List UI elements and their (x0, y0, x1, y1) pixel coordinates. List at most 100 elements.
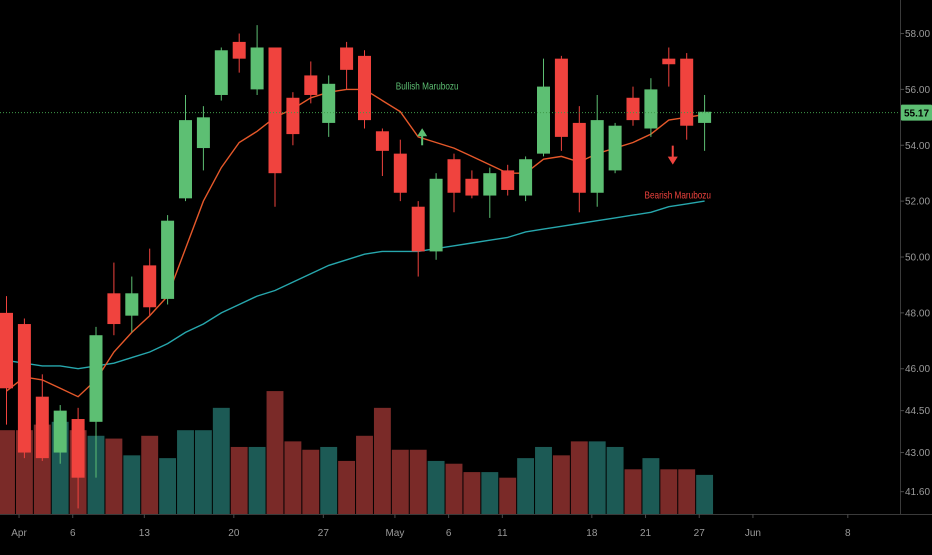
candle-body (501, 170, 515, 190)
candle[interactable] (626, 86, 640, 126)
volume-bar (248, 446, 266, 514)
annotation-label: Bearish Marubozu (645, 190, 711, 201)
candle[interactable] (680, 53, 694, 140)
time-tick-label: 13 (139, 528, 151, 539)
candle-body (304, 75, 318, 95)
candle-body (107, 293, 121, 325)
volume-bar (320, 446, 338, 514)
volume-bar (678, 469, 696, 514)
candle[interactable] (411, 201, 425, 277)
candle-body (250, 47, 264, 90)
candle-body (340, 47, 354, 70)
candle-body (17, 324, 31, 453)
candle[interactable] (537, 58, 550, 157)
candle[interactable] (465, 170, 479, 199)
price-tick-label: 52.00 (905, 197, 930, 208)
candle[interactable] (161, 215, 175, 305)
candle-body (644, 89, 658, 129)
candle-body (429, 178, 443, 252)
time-tick-label: Apr (11, 528, 27, 539)
candle[interactable] (268, 47, 282, 207)
candle[interactable] (322, 75, 336, 137)
candle-body (35, 396, 49, 459)
candle[interactable] (107, 262, 121, 336)
candle-body (608, 125, 622, 171)
time-tick-label: May (385, 528, 404, 539)
candle[interactable] (644, 78, 658, 137)
candle-body (232, 41, 246, 59)
candles[interactable] (0, 25, 712, 509)
candle[interactable] (698, 94, 712, 151)
annotations: Bullish Marubozu Bearish Marubozu (396, 81, 711, 201)
candle[interactable] (340, 41, 354, 90)
candle[interactable] (393, 139, 407, 202)
candle-body (53, 410, 67, 453)
volume-bar (0, 430, 15, 514)
volume-bar (463, 472, 481, 514)
price-tick-label: 54.00 (905, 141, 930, 152)
candle-body (196, 117, 210, 149)
candle[interactable] (358, 50, 371, 129)
candle[interactable] (143, 248, 157, 316)
candle-body (447, 159, 461, 193)
candle[interactable] (662, 47, 676, 87)
volume-bar (159, 458, 177, 514)
time-tick-label: 27 (694, 528, 706, 539)
price-tick-label: 50.00 (905, 253, 930, 264)
candle-body (125, 293, 139, 316)
volume-bar (284, 441, 302, 514)
candle[interactable] (590, 94, 604, 207)
candle[interactable] (71, 407, 85, 509)
volume-bar (606, 446, 624, 514)
current-price-label: 55.17 (904, 109, 929, 120)
candle[interactable] (501, 164, 515, 196)
candle-body (537, 86, 550, 154)
candle-body (572, 122, 586, 193)
candle-body (626, 97, 640, 121)
volume-bar (141, 435, 159, 514)
candle-body (161, 220, 175, 299)
candle-body (465, 178, 479, 196)
candle-body (268, 47, 282, 174)
candle[interactable] (483, 167, 497, 218)
candle[interactable] (429, 173, 443, 260)
moving-averages (6, 88, 705, 398)
price-tick-label: 48.00 (905, 308, 930, 319)
candle[interactable] (519, 156, 533, 202)
volume-bar (338, 460, 356, 514)
candle-body (179, 120, 192, 199)
candle[interactable] (572, 106, 586, 213)
time-tick-label: Jun (745, 528, 761, 539)
volume-bar (391, 449, 409, 514)
candle[interactable] (608, 122, 622, 174)
time-tick-label: 20 (228, 528, 240, 539)
candle[interactable] (17, 318, 31, 459)
candle[interactable] (53, 405, 67, 464)
candle[interactable] (196, 106, 210, 171)
candle[interactable] (304, 61, 318, 104)
volume-bar (570, 441, 588, 514)
candle[interactable] (554, 55, 568, 151)
volume-bar (266, 391, 284, 514)
candle-body (89, 335, 103, 422)
axes: 58.00 56.00 54.00 52.00 50.00 48.00 46.00 44.50… (0, 0, 932, 539)
candle[interactable] (89, 326, 103, 478)
volume-bar (642, 458, 660, 514)
candle[interactable] (447, 153, 461, 213)
candle[interactable] (0, 296, 13, 425)
candle[interactable] (286, 92, 300, 146)
price-tick-label: 41.60 (905, 487, 930, 498)
candle[interactable] (214, 47, 228, 101)
candle[interactable] (35, 374, 49, 461)
current-price-line: 55.17 (0, 104, 932, 121)
candle[interactable] (375, 128, 389, 176)
candle-body (662, 58, 676, 65)
candle[interactable] (232, 33, 246, 73)
time-tick-label: 6 (446, 528, 452, 539)
volume-bar (445, 463, 463, 514)
candle[interactable] (179, 94, 192, 202)
candle[interactable] (250, 25, 264, 95)
candle[interactable] (125, 276, 139, 333)
